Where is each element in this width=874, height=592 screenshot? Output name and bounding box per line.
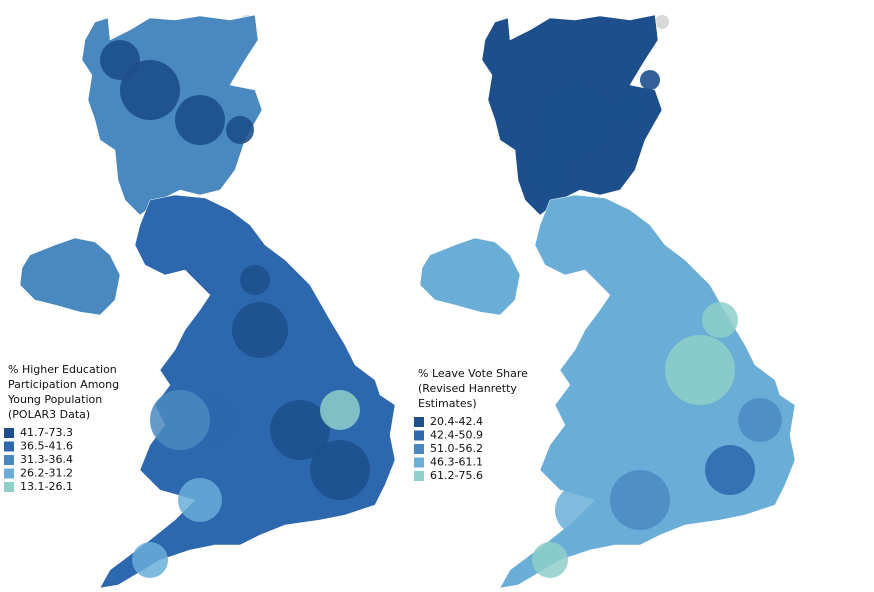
legend-swatch [4,441,14,452]
legend-swatch [414,444,424,454]
legend-title: Estimates) [418,397,477,410]
region [310,440,370,500]
map-regions [19,14,396,589]
region [120,60,180,120]
legend-background [412,362,532,488]
region [132,542,168,578]
legend-swatch [4,455,14,465]
region [738,398,782,442]
region [100,40,140,80]
region [270,400,330,460]
region [150,390,210,450]
legend-swatch [414,417,424,427]
legend-swatch [4,482,14,492]
legend-title: Participation Among [8,378,119,391]
region [612,92,648,128]
region [535,80,615,160]
region [320,390,360,430]
region [610,470,670,530]
region [525,145,575,195]
legend-swatch [4,468,14,479]
legend-label: 51.0-56.2 [430,442,483,455]
region-northern-ireland [19,237,121,316]
legend-title: (POLAR3 Data) [8,408,90,421]
legend-label: 61.2-75.6 [430,469,483,482]
legend-label: 46.3-61.1 [430,456,483,469]
legend-swatch [4,428,14,438]
legend-title: Young Population [7,393,102,406]
map-control[interactable] [655,15,669,29]
map-right: % Leave Vote Share (Revised Hanretty Estim… [412,14,796,589]
legend-label: 26.2-31.2 [20,467,73,480]
region [702,302,738,338]
region [226,116,254,144]
region [665,335,735,405]
legend-swatch [414,471,424,481]
region-northern-ireland [419,237,521,316]
region-england-wales [99,194,396,589]
map-regions [419,14,796,589]
region [240,265,270,295]
region [555,485,605,535]
region [532,542,568,578]
legend-swatch [414,457,424,468]
legend-label: 31.3-36.4 [20,453,73,466]
legend-title: % Leave Vote Share [418,367,528,380]
legend-label: 42.4-50.9 [430,429,483,442]
region [232,302,288,358]
region [635,275,685,325]
legend-label: 13.1-26.1 [20,480,73,493]
legend-label: 20.4-42.4 [430,415,483,428]
region [640,70,660,90]
legend-label: 36.5-41.6 [20,440,73,453]
legend-swatch [414,430,424,441]
legend-background [2,358,122,499]
region [705,445,755,495]
legend-title: (Revised Hanretty [418,382,517,395]
legend-title: % Higher Education [8,363,117,376]
legend-label: 41.7-73.3 [20,426,73,439]
region [580,390,660,470]
region-england-wales [499,194,796,589]
map-left: % Higher Education Participation Among You… [2,14,396,589]
region [175,95,225,145]
region [178,478,222,522]
